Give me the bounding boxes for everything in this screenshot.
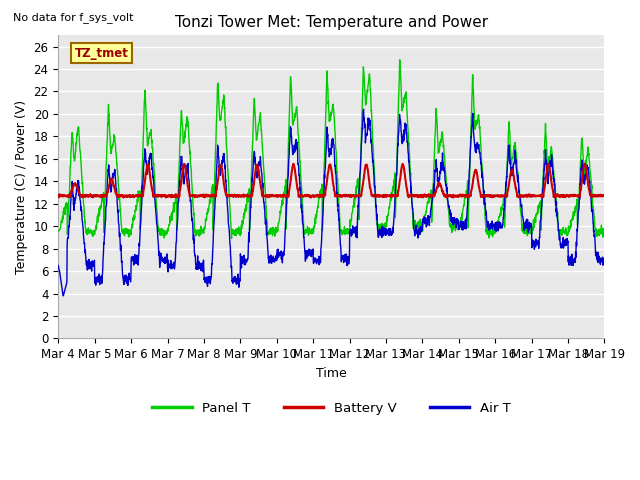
- Legend: Panel T, Battery V, Air T: Panel T, Battery V, Air T: [147, 396, 516, 420]
- X-axis label: Time: Time: [316, 367, 347, 380]
- Y-axis label: Temperature (C) / Power (V): Temperature (C) / Power (V): [15, 100, 28, 274]
- Text: TZ_tmet: TZ_tmet: [75, 47, 129, 60]
- Title: Tonzi Tower Met: Temperature and Power: Tonzi Tower Met: Temperature and Power: [175, 15, 488, 30]
- Text: No data for f_sys_volt: No data for f_sys_volt: [13, 12, 133, 23]
